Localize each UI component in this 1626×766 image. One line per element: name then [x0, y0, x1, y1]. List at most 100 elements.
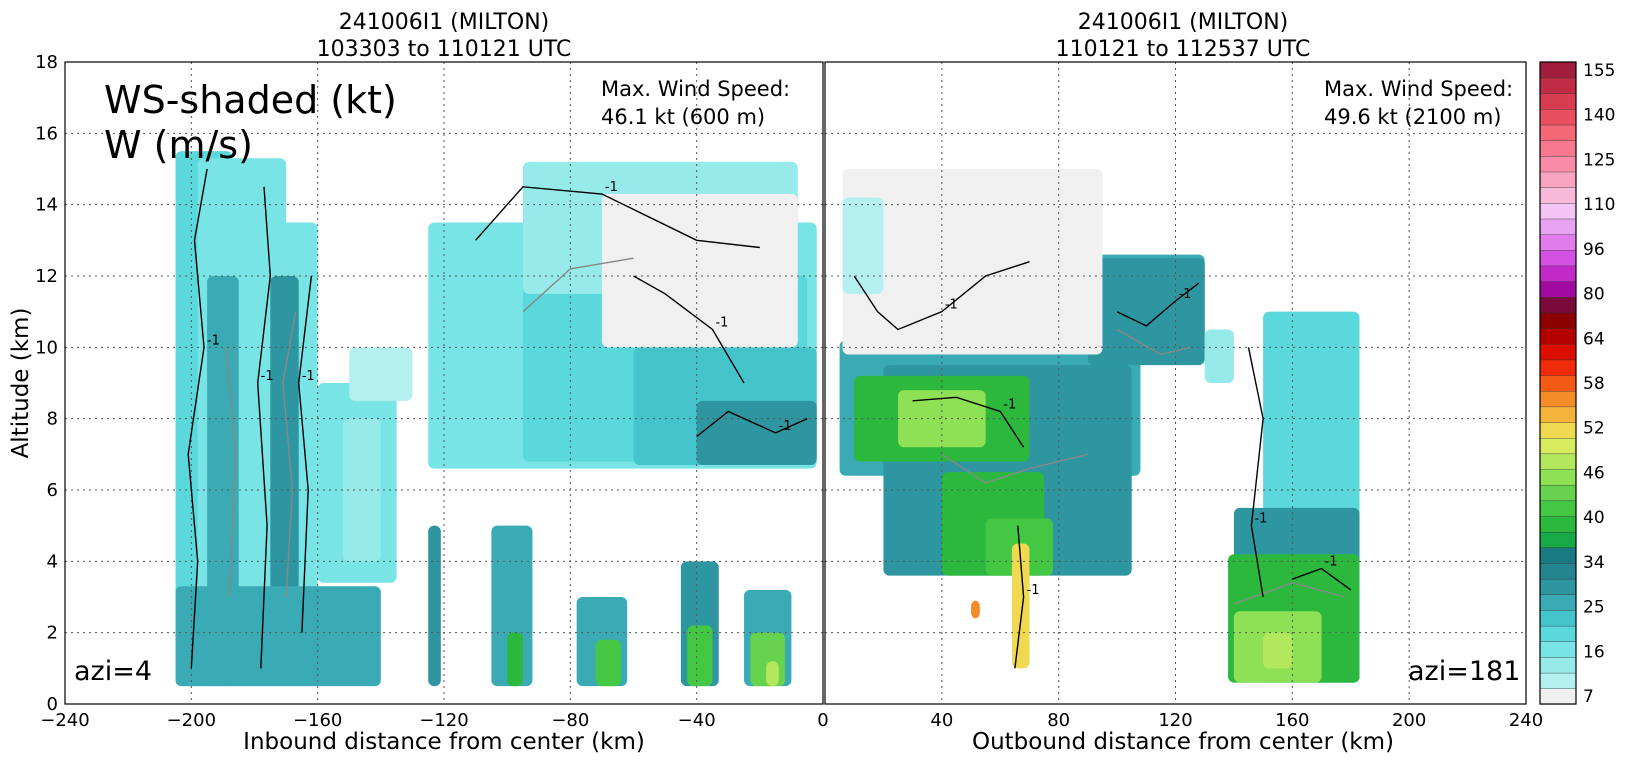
- right-contours: -1 -1 -1 -1 -1 -1: [853, 261, 1352, 669]
- left-max-wind-value: 46.1 kt (600 m): [601, 105, 765, 129]
- colorbar: [1539, 61, 1577, 705]
- right-contour-label: -1: [1325, 554, 1338, 569]
- left-contour-label: -1: [715, 316, 728, 331]
- right-panel: 241006I1 (MILTON) 110121 to 112537 UTC -…: [824, 10, 1543, 755]
- right-contour-label: -1: [945, 298, 958, 313]
- colorbar-swatch: [1539, 327, 1577, 345]
- y-axis-label: Altitude (km): [8, 308, 34, 459]
- y-tick-label: 0: [47, 694, 58, 715]
- left-y-tick-labels: 0 2 4 6 8 10 12 14 16 18: [35, 52, 58, 715]
- left-x-axis-label: Inbound distance from center (km): [243, 729, 645, 755]
- left-shade-region: [595, 639, 621, 687]
- right-max-wind-value: 49.6 kt (2100 m): [1324, 105, 1501, 129]
- left-shade-region: [696, 400, 817, 466]
- left-title-line2: 103303 to 110121 UTC: [317, 37, 572, 62]
- right-heatmap: [839, 169, 1360, 683]
- left-shade-region: [207, 276, 239, 597]
- left-contour-line: [187, 168, 208, 669]
- left-plot-frame: [64, 61, 824, 705]
- colorbar-swatch: [1539, 249, 1577, 267]
- colorbar-swatch: [1539, 484, 1577, 502]
- left-contour-line: [297, 275, 313, 633]
- y-tick-label: 14: [35, 195, 58, 216]
- left-contours: -1 -1 -1 -1 -1 -1: [187, 168, 808, 669]
- colorbar-swatch: [1539, 265, 1577, 282]
- left-max-wind-label: Max. Wind Speed:: [601, 77, 790, 101]
- right-x-tick-labels: 40 80 120 160 200 240: [930, 710, 1543, 731]
- colorbar-swatch: [1539, 500, 1577, 517]
- colorbar-tick-labels: 7 16 25 34 40 46 52 58 64 80 96 110 125 140 155: [1583, 61, 1615, 707]
- right-shade-region: [1204, 329, 1234, 383]
- colorbar-swatch: [1539, 359, 1577, 376]
- colorbar-tick-label: 52: [1583, 419, 1605, 439]
- right-contour-line: [1233, 581, 1346, 605]
- colorbar-tick-label: 58: [1583, 374, 1605, 394]
- right-contour-line: [1116, 328, 1191, 356]
- colorbar-swatch: [1539, 61, 1577, 79]
- colorbar-swatch: [1539, 140, 1577, 157]
- colorbar-tick-label: 7: [1583, 687, 1594, 707]
- colorbar-swatch: [1539, 437, 1577, 455]
- colorbar-swatch: [1539, 312, 1577, 329]
- colorbar-swatch: [1539, 218, 1577, 235]
- right-contour-line: [912, 396, 1025, 448]
- y-tick-label: 10: [35, 337, 58, 358]
- colorbar-swatch: [1539, 187, 1577, 204]
- right-shade-region: [1263, 632, 1293, 669]
- y-tick-label: 2: [47, 623, 58, 644]
- left-shade-region: [349, 347, 413, 401]
- right-contour-label: -1: [1179, 287, 1192, 302]
- colorbar-swatch: [1539, 594, 1577, 611]
- right-grid: [825, 62, 1526, 704]
- left-contour-line: [475, 186, 760, 249]
- colorbar-swatch: [1539, 453, 1577, 470]
- right-plot-frame: [824, 61, 1527, 705]
- colorbar-swatch: [1539, 343, 1577, 361]
- right-shade-region: [1087, 258, 1205, 366]
- colorbar-tick-label: 110: [1583, 195, 1615, 215]
- colorbar-swatch: [1539, 93, 1577, 110]
- left-shade-region: [766, 661, 779, 687]
- colorbar-swatch: [1539, 296, 1577, 314]
- colorbar-swatch: [1539, 641, 1577, 658]
- colorbar-swatch: [1539, 124, 1577, 141]
- colorbar-tick-label: 34: [1583, 553, 1605, 573]
- right-x-tick-label: 200: [1392, 710, 1426, 731]
- left-shade-region: [342, 418, 381, 562]
- left-contour-line: [256, 186, 272, 669]
- y-tick-label: 18: [35, 52, 58, 73]
- left-shade-region: [270, 276, 299, 597]
- left-contour-label: -1: [605, 180, 618, 195]
- right-azimuth-label: azi=181: [1408, 656, 1520, 687]
- colorbar-swatch: [1539, 374, 1577, 392]
- right-contour-label: -1: [1027, 583, 1040, 598]
- shading-legend-line2: W (m/s): [104, 123, 253, 167]
- colorbar-swatch: [1539, 77, 1577, 94]
- colorbar-swatch: [1539, 202, 1577, 220]
- y-tick-label: 6: [47, 480, 58, 501]
- colorbar-swatch: [1539, 625, 1577, 642]
- colorbar-swatch: [1539, 515, 1577, 533]
- colorbar-tick-label: 25: [1583, 598, 1605, 618]
- colorbar-swatch: [1539, 609, 1577, 627]
- right-x-tick-label: 80: [1047, 710, 1070, 731]
- right-shade-region: [842, 197, 884, 294]
- right-shade-region: [1011, 543, 1030, 669]
- right-max-wind-label: Max. Wind Speed:: [1324, 77, 1513, 101]
- right-contour-line: [1014, 525, 1025, 669]
- colorbar-tick-label: 80: [1583, 285, 1605, 305]
- left-contour-label: -1: [779, 419, 792, 434]
- colorbar-swatch: [1539, 468, 1577, 486]
- colorbar-tick-label: 40: [1583, 508, 1605, 528]
- left-x-tick-label: −200: [167, 710, 216, 731]
- left-contour-line: [522, 257, 634, 313]
- right-contour-label: -1: [1003, 398, 1016, 413]
- right-title-line2: 110121 to 112537 UTC: [1056, 37, 1311, 62]
- right-shade-region: [898, 390, 986, 448]
- left-contour-line: [282, 311, 297, 598]
- left-shade-region: [507, 632, 523, 687]
- left-x-tick-label: −160: [293, 710, 342, 731]
- right-contour-label: -1: [1254, 512, 1267, 527]
- left-contour-line: [633, 275, 745, 384]
